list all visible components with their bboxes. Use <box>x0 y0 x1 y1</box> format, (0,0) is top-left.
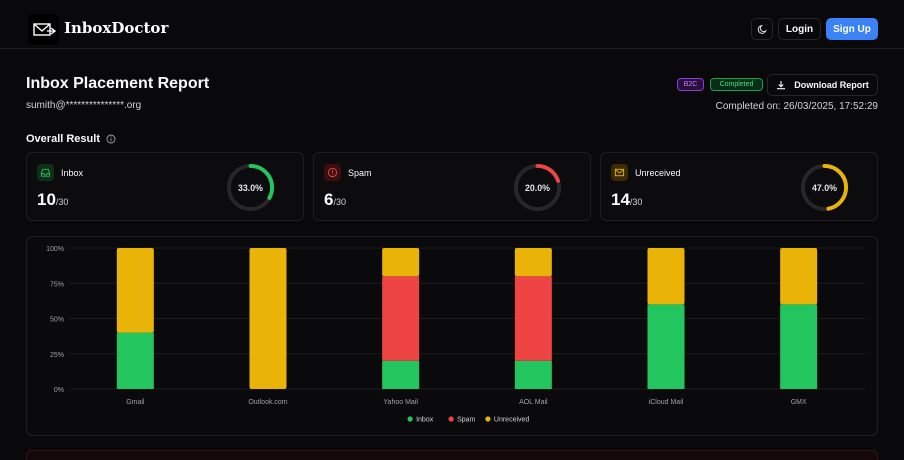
x-tick-label: Outlook.com <box>248 399 287 406</box>
b2c-badge: B2C <box>677 78 704 91</box>
legend-label: Unreceived <box>494 417 530 424</box>
x-tick-label: iCloud Mail <box>649 399 684 406</box>
alert-circle-icon <box>324 164 341 181</box>
spam-ring-arc <box>513 163 562 212</box>
envelope-logo-icon <box>32 22 56 36</box>
sender-email: sumith@***************.org <box>26 100 142 111</box>
bar-segment-unreceived <box>382 248 420 277</box>
unreceived-count-value: 14 <box>611 190 630 209</box>
spam-count: 6/30 <box>324 190 346 210</box>
unreceived-ring-arc <box>800 163 849 212</box>
overall-result-title: Overall Result <box>26 133 100 145</box>
inbox-count: 10/30 <box>37 190 68 210</box>
completed-timestamp: Completed on: 26/03/2025, 17:52:29 <box>715 101 878 112</box>
legend-swatch <box>485 416 491 422</box>
unreceived-percentage-ring: 47.0% <box>800 163 849 212</box>
bar-segment-unreceived <box>116 248 154 333</box>
download-report-button[interactable]: Download Report <box>767 74 878 96</box>
inbox-result-card: Inbox 10/30 33.0% <box>26 152 304 221</box>
legend-label: Inbox <box>416 417 434 424</box>
bar-segment-spam <box>382 276 420 361</box>
unreceived-result-card: Unreceived 14/30 47.0% <box>600 152 878 221</box>
legend-swatch <box>407 416 413 422</box>
legend-label: Spam <box>457 417 475 424</box>
moon-icon <box>757 24 767 34</box>
page-title: Inbox Placement Report <box>26 75 210 92</box>
inbox-ring-arc <box>226 163 275 212</box>
unreceived-total: /30 <box>629 197 643 207</box>
bar-segment-unreceived <box>780 248 818 305</box>
provider-stacked-bar-chart: 0% 25% 50% 75% 100% Gmail Outlook.com Yahoo Mai… <box>46 246 865 424</box>
spam-result-card: Spam 6/30 20.0% <box>313 152 591 221</box>
spam-percentage: 20.0% <box>525 183 550 193</box>
bar-segment-spam <box>514 276 552 361</box>
y-tick-label: 0% <box>54 387 64 394</box>
bar-segment-inbox <box>780 304 818 389</box>
next-section-panel <box>26 450 878 460</box>
x-tick-label: Yahoo Mail <box>383 399 418 406</box>
inbox-label: Inbox <box>61 168 84 178</box>
bar-segment-unreceived <box>647 248 685 305</box>
logo[interactable] <box>28 14 59 45</box>
inbox-icon <box>37 164 54 181</box>
inbox-total: /30 <box>55 197 69 207</box>
theme-toggle-button[interactable] <box>751 18 773 40</box>
spam-percentage-ring: 20.0% <box>513 163 562 212</box>
bar-segment-inbox <box>116 332 154 389</box>
download-report-label: Download Report <box>794 80 869 90</box>
bar-segment-inbox <box>647 304 685 389</box>
provider-breakdown-chart-panel: 0% 25% 50% 75% 100% Gmail Outlook.com Yahoo Mai… <box>26 236 878 436</box>
x-tick-label: AOL Mail <box>519 399 548 406</box>
bar-segment-inbox <box>514 360 552 389</box>
sign-up-button[interactable]: Sign Up <box>826 18 878 40</box>
unreceived-count: 14/30 <box>611 190 642 210</box>
x-tick-label: Gmail <box>126 399 145 406</box>
brand-name[interactable]: InboxDoctor <box>64 19 169 37</box>
y-tick-label: 50% <box>50 317 64 324</box>
legend-swatch <box>448 416 454 422</box>
spam-total: /30 <box>333 197 346 207</box>
spam-label: Spam <box>348 168 372 178</box>
unreceived-label: Unreceived <box>635 168 681 178</box>
login-button[interactable]: Login <box>778 18 821 40</box>
y-tick-label: 25% <box>50 352 64 359</box>
mail-icon <box>611 164 628 181</box>
inbox-count-value: 10 <box>37 190 56 209</box>
top-navigation-bar: InboxDoctor Login Sign Up <box>0 0 904 49</box>
inbox-percentage: 33.0% <box>238 183 263 193</box>
overall-result-heading: Overall Result <box>26 133 116 145</box>
info-icon[interactable] <box>106 134 116 144</box>
bar-segment-unreceived <box>249 248 287 389</box>
spam-count-value: 6 <box>324 190 334 209</box>
status-badge: Completed <box>710 78 763 91</box>
download-icon <box>777 81 786 90</box>
inbox-percentage-ring: 33.0% <box>226 163 275 212</box>
x-tick-label: GMX <box>791 399 807 406</box>
unreceived-percentage: 47.0% <box>812 183 837 193</box>
y-tick-label: 100% <box>46 246 64 253</box>
y-tick-label: 75% <box>50 281 64 288</box>
bar-segment-inbox <box>382 360 420 389</box>
bar-segment-unreceived <box>514 248 552 277</box>
